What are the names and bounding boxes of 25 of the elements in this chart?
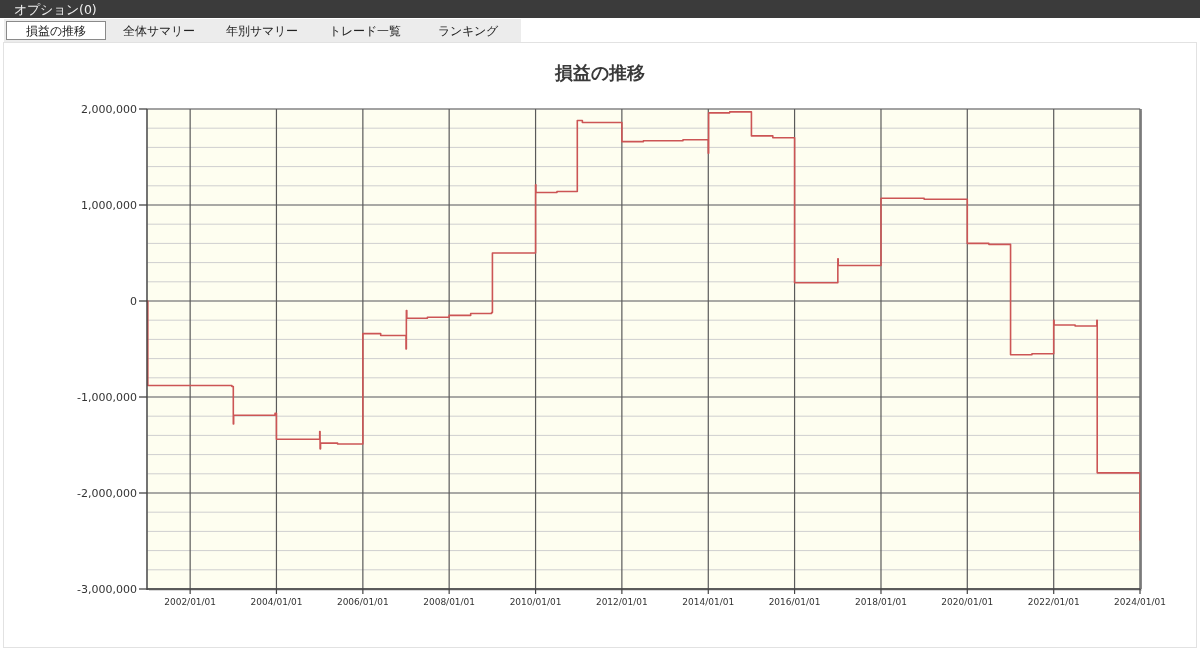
x-tick-label: 2004/01/01 — [250, 597, 303, 607]
y-tick-label: -3,000,000 — [77, 582, 137, 596]
tab-label: 損益の推移 — [26, 24, 86, 38]
y-tick-label: 1,000,000 — [81, 198, 137, 212]
x-tick-label: 2010/01/01 — [509, 597, 562, 607]
x-tick-label: 2008/01/01 — [423, 597, 476, 607]
tab-label: 全体サマリー — [123, 24, 195, 38]
x-tick-label: 2006/01/01 — [336, 597, 389, 607]
y-tick-label: -2,000,000 — [77, 486, 137, 500]
y-tick-label: -1,000,000 — [77, 390, 137, 404]
x-tick-label: 2024/01/01 — [1114, 597, 1166, 607]
tab-label: トレード一覧 — [329, 24, 401, 38]
header-text: オプション(0) — [14, 2, 97, 17]
x-tick-label: 2022/01/01 — [1027, 597, 1080, 607]
x-tick-label: 2018/01/01 — [855, 597, 907, 607]
y-tick-label: 0 — [130, 294, 137, 308]
x-tick-label: 2020/01/01 — [941, 597, 994, 607]
x-tick-label: 2012/01/01 — [595, 597, 648, 607]
y-tick-label: 2,000,000 — [81, 102, 137, 116]
x-tick-label: 2014/01/01 — [682, 597, 735, 607]
x-tick-label: 2016/01/01 — [768, 597, 821, 607]
tab-label: 年別サマリー — [226, 24, 298, 38]
x-tick-label: 2002/01/01 — [164, 597, 217, 607]
tab-label: ランキング — [438, 24, 498, 38]
title: 損益の推移 — [555, 62, 645, 83]
